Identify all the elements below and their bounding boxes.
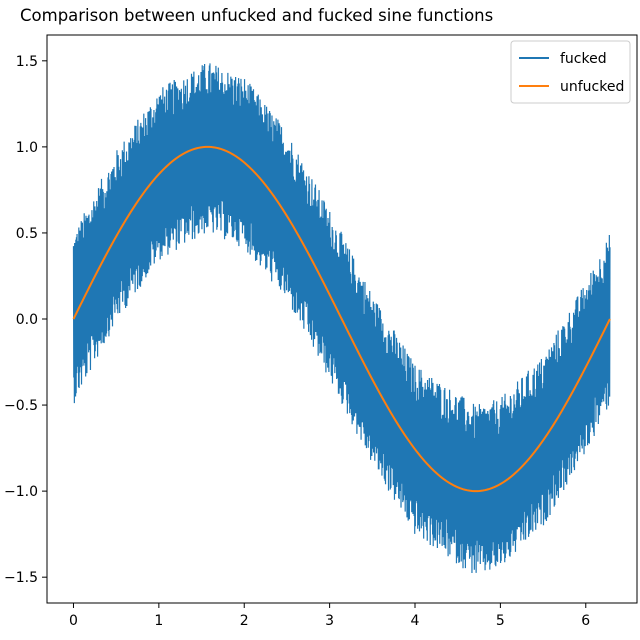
y-tick-label: −1.0: [4, 484, 38, 500]
x-tick-label: 6: [581, 613, 590, 629]
chart-title: Comparison between unfucked and fucked s…: [20, 6, 493, 25]
legend-label-unfucked: unfucked: [560, 79, 624, 95]
series-line-fucked: [72, 63, 611, 574]
legend-box: [510, 40, 631, 104]
legend-label-fucked: fucked: [560, 51, 607, 67]
y-tick-label: −1.5: [4, 570, 38, 586]
y-tick-label: 1.0: [16, 140, 38, 156]
y-tick-label: 1.5: [16, 54, 38, 70]
y-tick-label: 0.5: [16, 226, 38, 242]
x-tick-label: 3: [325, 613, 334, 629]
series-line-unfucked: [72, 145, 611, 493]
x-tick-label: 2: [240, 613, 249, 629]
x-tick-label: 0: [69, 613, 78, 629]
x-tick-label: 5: [496, 613, 505, 629]
y-tick-label: 0.0: [16, 312, 38, 328]
x-tick-label: 4: [411, 613, 420, 629]
axis-ticks: 0 1 2 3 4 5 6 −1.5 −1.0 −0.5 0.0 0.5 1.0 1.5: [4, 54, 590, 629]
y-tick-label: −0.5: [4, 398, 38, 414]
plot-area: [72, 63, 611, 574]
legend: fucked unfucked: [510, 40, 631, 104]
x-tick-label: 1: [154, 613, 163, 629]
